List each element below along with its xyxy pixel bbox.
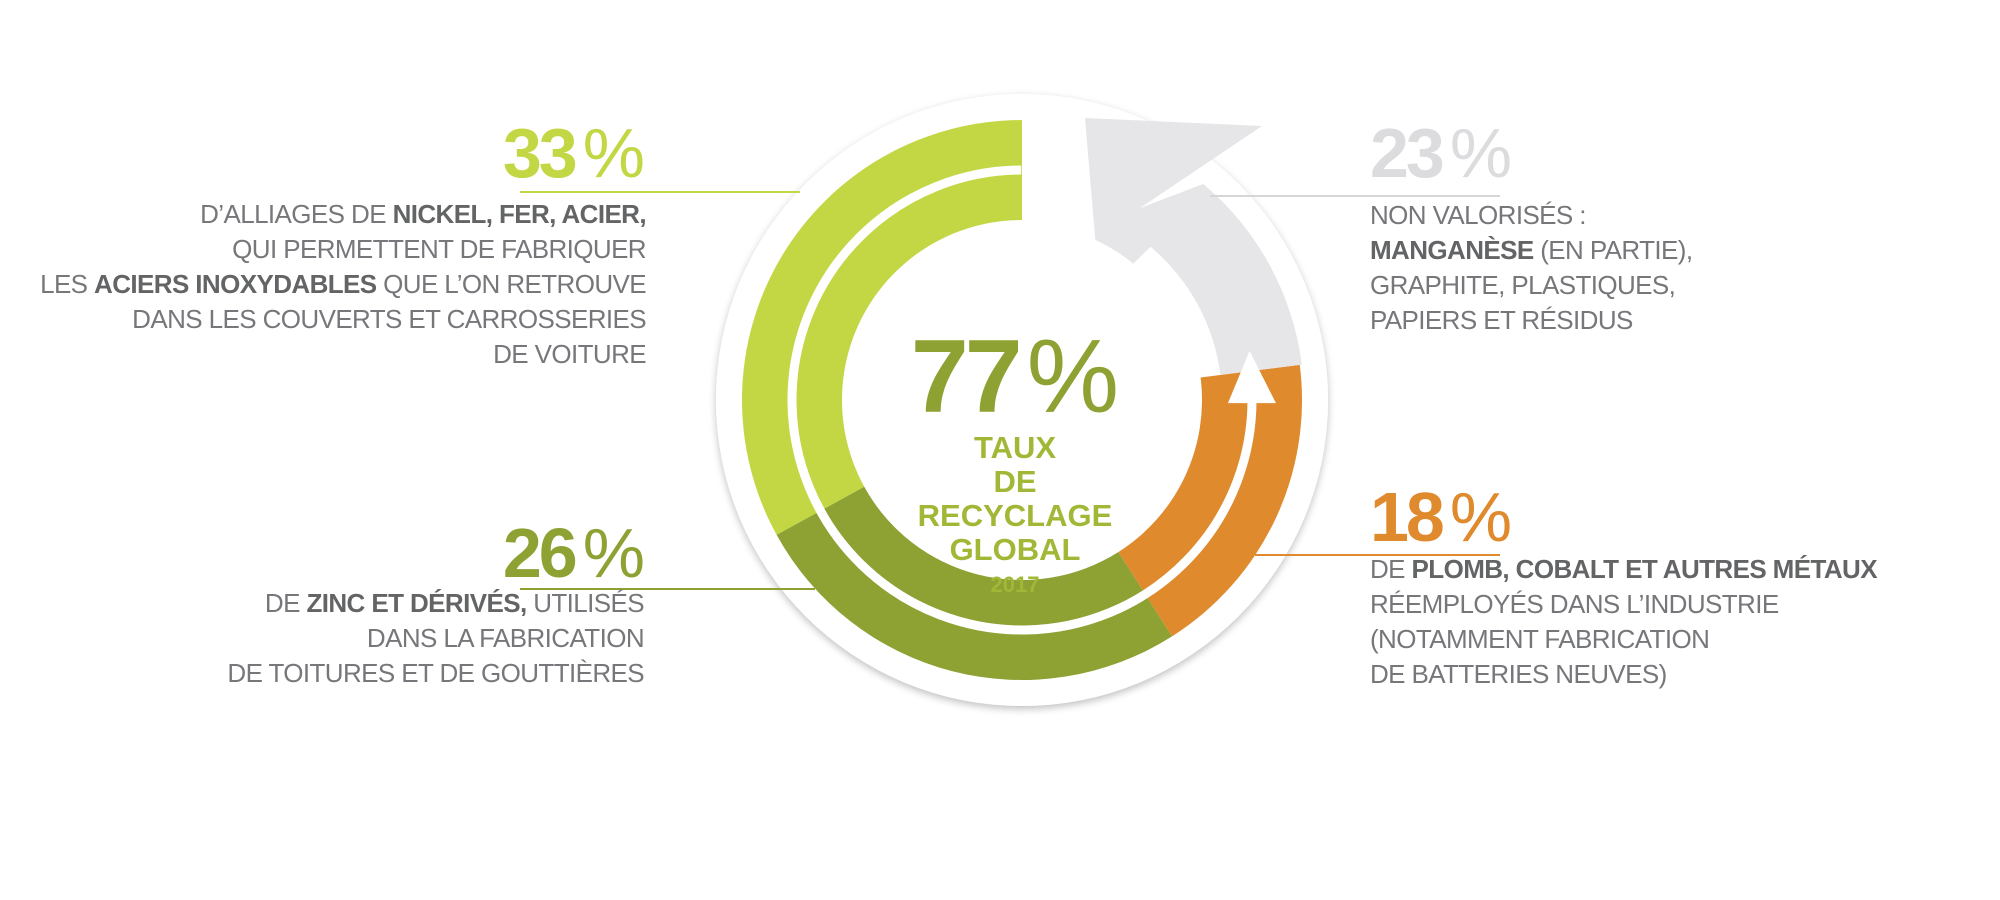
- description-line: (NOTAMMENT FABRICATION: [1370, 622, 1877, 657]
- description-run: D’ALLIAGES DE: [200, 199, 392, 229]
- description-line: RÉEMPLOYÉS DANS L’INDUSTRIE: [1370, 587, 1877, 622]
- description-run: DE: [1370, 554, 1412, 584]
- description-line: DE VOITURE: [40, 337, 646, 372]
- percent-non-valorises-value: 23: [1370, 114, 1442, 192]
- percent-plomb: 18%: [1370, 482, 1512, 552]
- description-nickel: D’ALLIAGES DE NICKEL, FER, ACIER, QUI PER…: [40, 197, 646, 372]
- percent-zinc-symbol: %: [583, 514, 645, 592]
- description-line: GRAPHITE, PLASTIQUES,: [1370, 268, 1692, 303]
- description-run: (EN PARTIE),: [1534, 235, 1693, 265]
- description-line: LES ACIERS INOXYDABLES QUE L’ON RETROUVE: [40, 267, 646, 302]
- description-bold-run: MANGANÈSE: [1370, 235, 1534, 265]
- description-run: DE BATTERIES NEUVES): [1370, 659, 1667, 689]
- center-year: 2017: [900, 571, 1130, 599]
- description-run: LES: [40, 269, 94, 299]
- description-run: DANS LES COUVERTS ET CARROSSERIES: [132, 304, 646, 334]
- description-run: QUI PERMETTENT DE FABRIQUER: [232, 234, 646, 264]
- percent-plomb-symbol: %: [1450, 478, 1512, 556]
- description-line: PAPIERS ET RÉSIDUS: [1370, 303, 1692, 338]
- percent-non-valorises-symbol: %: [1450, 114, 1512, 192]
- center-label-line: DE RECYCLAGE: [900, 465, 1130, 533]
- center-label: TAUX DE RECYCLAGE GLOBAL: [900, 431, 1130, 567]
- center-label-line: GLOBAL: [900, 533, 1130, 567]
- description-run: RÉEMPLOYÉS DANS L’INDUSTRIE: [1370, 589, 1779, 619]
- description-line: MANGANÈSE (EN PARTIE),: [1370, 233, 1692, 268]
- percent-nickel: 33%: [500, 118, 645, 188]
- description-run: NON VALORISÉS :: [1370, 200, 1586, 230]
- description-line: DE ZINC ET DÉRIVÉS, UTILISÉS: [227, 586, 644, 621]
- description-run: QUE L’ON RETROUVE: [377, 269, 646, 299]
- description-run: DE: [265, 588, 307, 618]
- center-label-line: TAUX: [900, 431, 1130, 465]
- description-line: DANS LES COUVERTS ET CARROSSERIES: [40, 302, 646, 337]
- percent-zinc-value: 26: [503, 514, 575, 592]
- description-line: DE TOITURES ET DE GOUTTIÈRES: [227, 656, 644, 691]
- center-summary: 77% TAUX DE RECYCLAGE GLOBAL 2017: [900, 325, 1130, 599]
- percent-nickel-symbol: %: [583, 114, 645, 192]
- description-run: DE VOITURE: [493, 339, 646, 369]
- description-run: DANS LA FABRICATION: [367, 623, 644, 653]
- description-line: DE PLOMB, COBALT ET AUTRES MÉTAUX: [1370, 552, 1877, 587]
- description-zinc: DE ZINC ET DÉRIVÉS, UTILISÉS DANS LA FABR…: [227, 586, 644, 691]
- description-line: NON VALORISÉS :: [1370, 198, 1692, 233]
- percent-plomb-value: 18: [1370, 478, 1442, 556]
- percent-zinc: 26%: [500, 518, 645, 588]
- center-percent-value: 77: [911, 319, 1019, 435]
- description-run: DE TOITURES ET DE GOUTTIÈRES: [227, 658, 644, 688]
- description-line: D’ALLIAGES DE NICKEL, FER, ACIER,: [40, 197, 646, 232]
- description-run: (NOTAMMENT FABRICATION: [1370, 624, 1709, 654]
- percent-non-valorises: 23%: [1370, 118, 1512, 188]
- center-percent: 77%: [900, 325, 1130, 429]
- description-run: GRAPHITE, PLASTIQUES,: [1370, 270, 1675, 300]
- description-run: UTILISÉS: [527, 588, 644, 618]
- description-bold-run: ACIERS INOXYDABLES: [94, 269, 376, 299]
- description-run: PAPIERS ET RÉSIDUS: [1370, 305, 1633, 335]
- description-bold-run: PLOMB, COBALT ET AUTRES MÉTAUX: [1412, 554, 1877, 584]
- description-line: DANS LA FABRICATION: [227, 621, 644, 656]
- description-bold-run: NICKEL, FER, ACIER,: [393, 199, 646, 229]
- description-line: DE BATTERIES NEUVES): [1370, 657, 1877, 692]
- description-line: QUI PERMETTENT DE FABRIQUER: [40, 232, 646, 267]
- description-bold-run: ZINC ET DÉRIVÉS,: [306, 588, 526, 618]
- percent-nickel-value: 33: [503, 114, 575, 192]
- description-non-valorises: NON VALORISÉS : MANGANÈSE (EN PARTIE), GRA…: [1370, 198, 1692, 338]
- description-plomb: DE PLOMB, COBALT ET AUTRES MÉTAUX RÉEMPLO…: [1370, 552, 1877, 692]
- center-percent-symbol: %: [1027, 319, 1119, 435]
